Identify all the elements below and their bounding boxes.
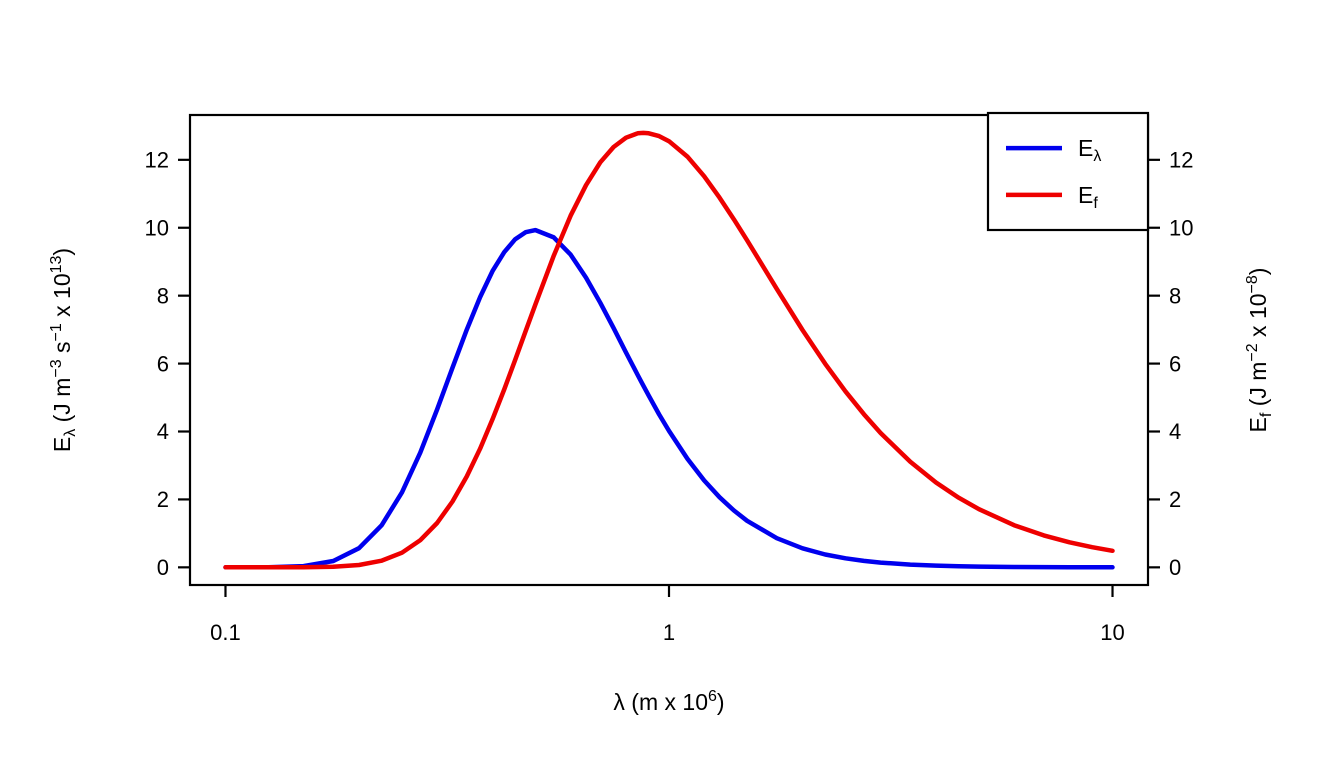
y-left-tick-label: 4 [157, 419, 169, 444]
y-left-tick-label: 2 [157, 487, 169, 512]
y-right-tick-label: 0 [1169, 555, 1181, 580]
y-left-tick-label: 8 [157, 283, 169, 308]
x-tick-label: 0.1 [210, 620, 241, 645]
y-left-axis-title: Eλ (J m−3 s−1 x 1013) [48, 248, 79, 452]
legend-label-E_f: Ef [1078, 182, 1098, 212]
x-axis-title: λ (m x 106) [613, 688, 724, 715]
series-E_f-line [223, 130, 1115, 570]
y-left-tick-label: 10 [145, 215, 169, 240]
y-right-tick-label: 4 [1169, 419, 1181, 444]
y-right-axis-title: Ef (J m−2 x 10−8) [1244, 268, 1275, 433]
y-right-tick-label: 8 [1169, 283, 1181, 308]
y-left-tick-label: 0 [157, 555, 169, 580]
y-left-tick-label: 6 [157, 351, 169, 376]
y-left-tick-label: 12 [145, 148, 169, 173]
x-tick-label: 1 [663, 620, 675, 645]
series-E_lambda-line [223, 227, 1115, 570]
y-right-tick-label: 2 [1169, 487, 1181, 512]
y-right-tick-label: 12 [1169, 148, 1193, 173]
legend-box [986, 111, 1150, 232]
x-tick-label: 10 [1100, 620, 1124, 645]
y-right-tick-label: 6 [1169, 351, 1181, 376]
legend-label-E_lambda: Eλ [1078, 135, 1101, 165]
y-right-tick-label: 10 [1169, 215, 1193, 240]
